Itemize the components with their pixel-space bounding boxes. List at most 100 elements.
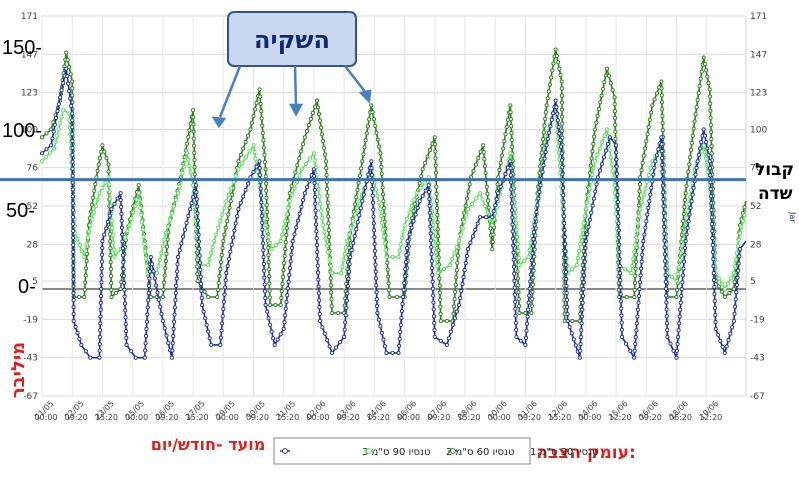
series-marker-3 [257,159,262,164]
series-marker-3 [313,208,318,213]
series-marker-3 [679,287,684,292]
series-marker-3 [313,215,318,220]
series-marker-1 [557,66,562,71]
series-marker-2 [317,194,322,199]
series-marker-3 [70,187,75,192]
series-marker-2 [292,186,297,191]
series-marker-3 [678,300,683,305]
series-marker-3 [688,205,693,210]
series-marker-2 [206,263,211,268]
series-marker-3 [390,350,395,355]
series-marker-2 [390,255,395,260]
series-marker-2 [169,211,174,216]
series-marker-3 [289,252,294,257]
series-marker-1 [502,139,507,144]
series-marker-2 [163,231,168,236]
series-marker-3 [555,118,560,123]
series-marker-2 [281,225,286,230]
series-marker-2 [160,244,165,249]
series-marker-3 [614,150,619,155]
series-marker-2 [347,232,352,237]
series-marker-3 [652,165,657,170]
series-marker-1 [329,290,334,295]
series-marker-1 [462,210,467,215]
series-marker-1 [252,107,258,112]
callout-arrowhead-3 [358,89,372,104]
series-marker-3 [314,243,320,248]
series-marker-2 [188,170,193,175]
series-marker-3 [429,265,435,271]
series-marker-1 [558,73,563,78]
series-marker-3 [579,314,585,319]
series-marker-3 [70,125,75,130]
series-marker-3 [619,327,624,332]
x-tick-label-time: 09:20 [65,413,88,422]
series-marker-3 [705,146,710,151]
series-marker-1 [378,151,383,156]
series-marker-3 [444,342,449,347]
series-marker-2 [214,232,219,237]
series-marker-1 [279,288,284,294]
series-marker-3 [146,283,152,288]
series-marker-3 [737,247,743,252]
series-marker-3 [732,311,737,316]
series-marker-2 [88,223,93,228]
series-marker-2 [454,245,459,250]
series-marker-3 [561,214,567,219]
legend-label-2: טנסיו 60 ס"מ 2 [446,447,514,458]
series-marker-2 [731,271,736,276]
series-marker-3 [415,205,420,210]
series-marker-1 [369,103,374,108]
series-marker-1 [362,145,367,150]
series-marker-3 [186,213,191,219]
series-marker-1 [118,286,123,292]
series-marker-3 [513,299,518,304]
series-marker-1 [709,144,714,149]
series-marker-2 [186,157,191,162]
series-marker-2 [262,216,267,221]
series-marker-3 [98,314,103,319]
series-marker-2 [330,271,335,276]
series-marker-2 [412,197,417,202]
series-marker-3 [71,311,76,317]
series-marker-3 [71,228,76,234]
series-marker-2 [648,166,653,171]
series-marker-3 [345,291,350,296]
series-marker-2 [677,258,682,263]
series-marker-3 [71,256,76,261]
series-marker-1 [433,163,438,168]
series-marker-1 [95,168,100,173]
series-marker-1 [437,290,442,295]
series-marker-1 [216,280,221,286]
series-marker-1 [455,260,460,265]
y-tick-label-left: -19 [23,315,38,325]
series-marker-1 [186,134,191,140]
series-marker-2 [112,255,117,260]
series-marker-3 [634,328,639,333]
series-marker-3 [121,260,126,265]
series-marker-3 [218,342,223,347]
series-marker-3 [543,149,548,155]
series-marker-1 [49,127,54,132]
series-marker-2 [243,155,248,160]
series-marker-3 [196,225,201,230]
series-marker-3 [171,326,176,331]
series-marker-1 [102,149,107,154]
series-marker-3 [283,306,288,311]
series-marker-3 [674,355,679,360]
series-marker-2 [676,265,681,270]
series-marker-3 [676,335,681,340]
series-marker-1 [612,116,618,121]
series-marker-1 [226,212,231,217]
series-marker-3 [558,144,563,149]
series-marker-3 [312,194,318,199]
series-marker-1 [482,164,487,169]
series-marker-2 [418,185,423,190]
series-marker-2 [297,173,302,178]
series-marker-1 [386,274,391,279]
series-marker-2 [58,120,63,126]
series-marker-1 [610,88,615,93]
series-marker-1 [594,120,599,125]
series-marker-3 [565,318,570,324]
series-marker-3 [484,215,489,220]
